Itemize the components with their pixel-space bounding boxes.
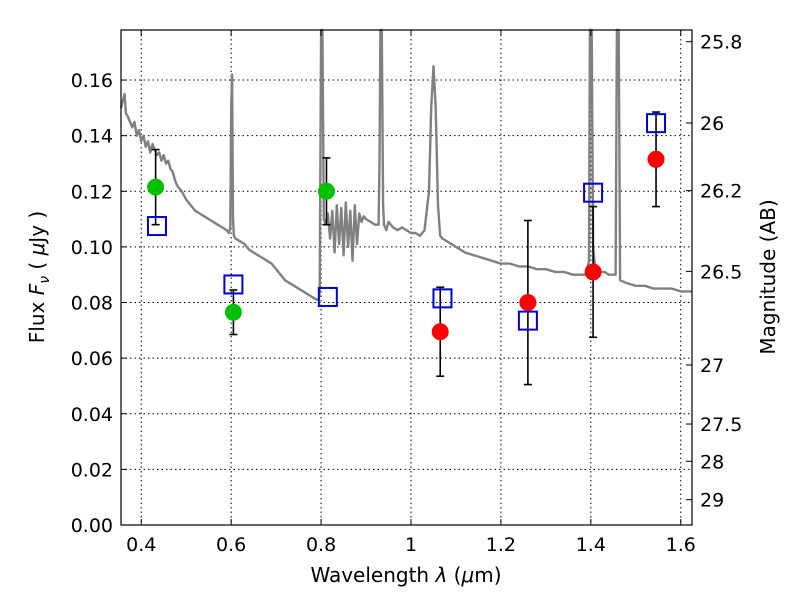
x-tick-label: 0.8 [306,534,336,556]
x-tick-label: 1.4 [576,534,606,556]
model-spectrum-line [119,28,692,301]
magnitude-tick-label: 28 [700,451,724,473]
x-tick-label: 0.6 [216,534,246,556]
model-spectrum-layer [119,28,692,301]
magnitude-tick-label: 26.2 [700,181,742,203]
model-photometry-square [517,310,538,331]
y-tick-label: 0.10 [71,237,113,259]
grid-lines [121,30,692,525]
y-tick-label: 0.00 [71,515,113,537]
observed-infrared-point [431,323,449,341]
observed-infrared-point [519,294,537,312]
magnitude-tick-label: 26.5 [700,261,742,283]
observed-optical-point [147,178,165,196]
model-photometry-square [583,182,604,203]
magnitude-tick-label: 29 [700,490,724,512]
observed-infrared-point [647,150,665,168]
y-tick-label: 0.04 [71,404,113,426]
y-tick-label: 0.06 [71,348,113,370]
magnitude-axis-label: Magnitude (AB) [756,199,780,354]
observed-optical-point [317,182,335,200]
model-photometry-square [646,113,667,134]
model-photometry-square [223,274,244,295]
y-axis-label: Flux Fν ( μJy ) [25,211,53,343]
magnitude-tick-label: 26 [700,113,724,135]
tick-labels: 0.4 0.6 0.8 1 1.2 1.4 1.6 0.00 0.02 0.04 0.06 0.08 0… [71,32,743,556]
x-tick-label: 1 [405,534,417,556]
magnitude-tick-label: 27 [700,355,724,377]
y-tick-label: 0.08 [71,293,113,315]
data-markers-layer [146,113,667,341]
y-tick-label: 0.02 [71,459,113,481]
model-photometry-square [317,286,338,307]
x-axis-label: Wavelength λ (μm) [310,563,501,587]
y-tick-label: 0.12 [71,181,113,203]
y-tick-label: 0.14 [71,126,113,148]
observed-infrared-point [584,263,602,281]
y-tick-label: 0.16 [71,70,113,92]
axis-ticks [121,30,692,526]
plot-frame [120,29,693,526]
x-tick-label: 0.4 [126,534,156,556]
model-photometry-square [432,288,453,309]
x-tick-label: 1.6 [666,534,696,556]
magnitude-tick-label: 27.5 [700,414,742,436]
error-bars-layer [151,111,661,386]
magnitude-tick-label: 25.8 [700,32,742,54]
model-photometry-square [146,216,167,237]
observed-optical-point [224,303,242,321]
x-tick-label: 1.2 [486,534,516,556]
